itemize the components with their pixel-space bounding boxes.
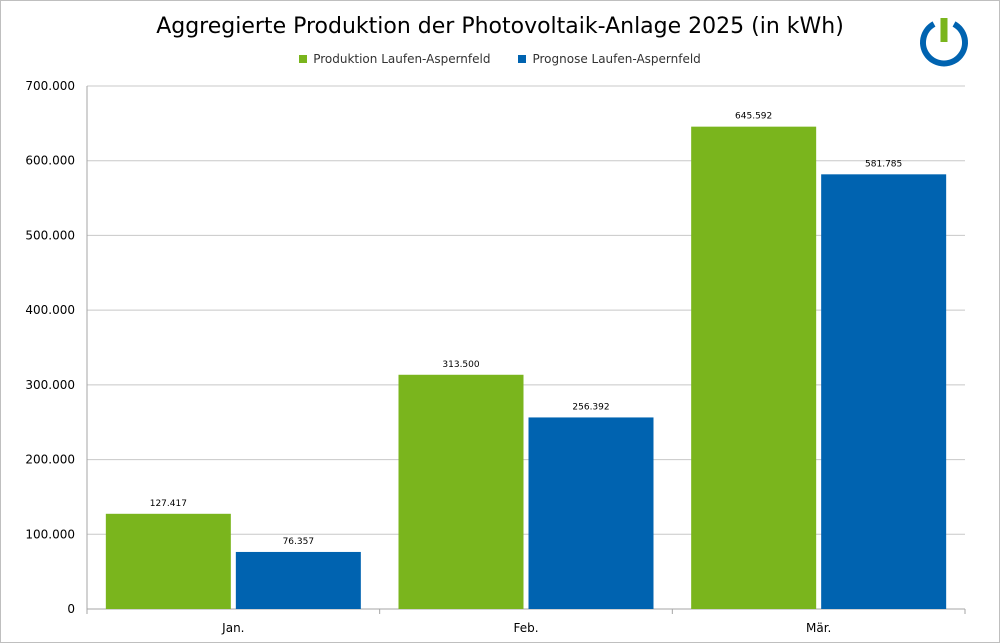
logo-bar: [940, 18, 948, 42]
y-tick-label: 400.000: [25, 303, 75, 317]
data-label: 256.392: [572, 402, 609, 412]
power-logo-icon: [920, 18, 968, 67]
y-tick-label: 500.000: [25, 228, 75, 242]
data-label: 581.785: [865, 159, 902, 169]
y-tick-label: 300.000: [25, 378, 75, 392]
data-label: 645.592: [735, 112, 772, 122]
legend-item-produktion: Produktion Laufen-Aspernfeld: [299, 52, 490, 66]
bar: [691, 126, 817, 610]
data-label: 313.500: [442, 360, 479, 370]
bar: [821, 174, 947, 609]
x-tick-label: Jan.: [221, 621, 244, 635]
x-tick-label: Mär.: [806, 621, 831, 635]
y-tick-label: 100.000: [25, 527, 75, 541]
data-label: 127.417: [150, 499, 187, 509]
legend-item-prognose: Prognose Laufen-Aspernfeld: [518, 52, 701, 66]
y-tick-label: 0: [67, 602, 75, 616]
y-tick-label: 600.000: [25, 154, 75, 168]
chart-legend: Produktion Laufen-Aspernfeld Prognose La…: [0, 52, 1000, 66]
y-tick-label: 700.000: [25, 79, 75, 93]
legend-swatch-produktion: [299, 55, 308, 63]
x-tick-label: Feb.: [513, 621, 538, 635]
legend-label-produktion: Produktion Laufen-Aspernfeld: [313, 52, 491, 66]
bar: [235, 551, 361, 609]
legend-label-prognose: Prognose Laufen-Aspernfeld: [532, 52, 701, 66]
chart-title: Aggregierte Produktion der Photovoltaik-…: [156, 14, 844, 39]
y-tick-label: 200.000: [25, 453, 75, 467]
legend-swatch-prognose: [518, 55, 527, 63]
logo-ring: [920, 21, 968, 67]
data-label: 76.357: [283, 537, 315, 547]
bar: [398, 374, 524, 609]
bar: [528, 417, 654, 609]
bar: [105, 513, 231, 609]
